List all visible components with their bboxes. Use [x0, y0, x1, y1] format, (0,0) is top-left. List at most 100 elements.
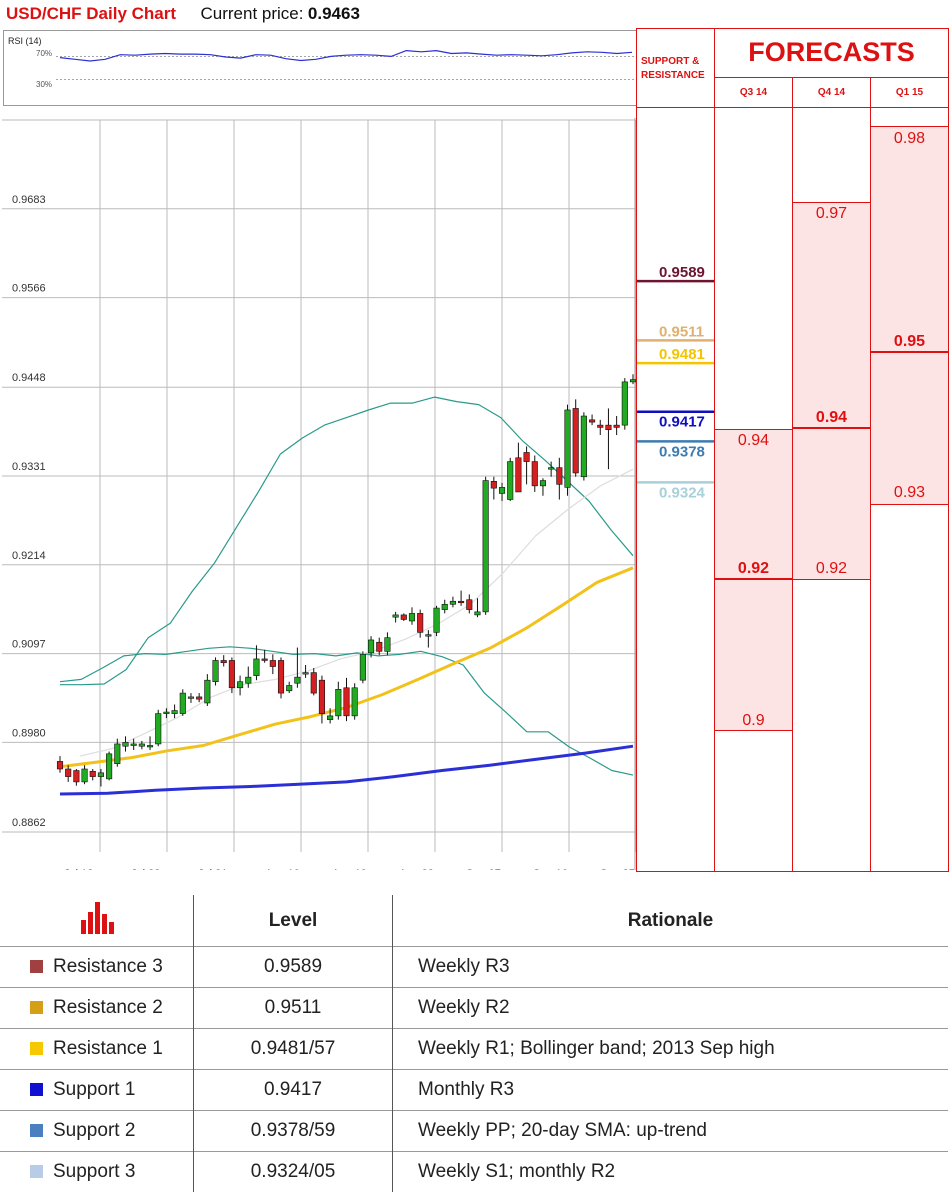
header-level: Level [193, 895, 393, 947]
x-tick-label: Sep 07 [466, 868, 501, 870]
candle-body [564, 409, 571, 488]
candle-body [441, 603, 448, 610]
candle-body [621, 381, 628, 426]
candle-body [548, 467, 555, 470]
candle-body [212, 660, 219, 683]
candle-body [277, 660, 285, 694]
candle-body [146, 745, 154, 748]
rsi-line [59, 49, 633, 62]
x-tick-label: Jul 13 [64, 868, 93, 870]
candle-body [294, 676, 301, 684]
row-rationale: Monthly R3 [392, 1069, 948, 1111]
candle-body [515, 457, 522, 493]
candle-body [196, 696, 203, 700]
swatch-resistance-2 [30, 1001, 43, 1014]
candle-body [138, 743, 145, 747]
sr-value: 0.9378 [659, 443, 705, 460]
candle-body [228, 660, 235, 689]
candle-body [253, 658, 260, 676]
candle-body [580, 415, 587, 478]
row-name: Resistance 3 [53, 956, 163, 977]
forecast-range-q4 [793, 202, 870, 580]
price-label: Current price: [200, 4, 304, 23]
candle-body [179, 692, 186, 714]
candle-body [245, 676, 252, 684]
forecast-q3-top: 0.94 [737, 432, 770, 449]
candle-body [97, 772, 104, 777]
row-level: 0.9378/59 [193, 1110, 393, 1152]
forecast-q4-top: 0.97 [815, 205, 848, 222]
sr-panel: SUPPORT & RESISTANCE 0.9589 0.9511 0.9481 0… [636, 28, 715, 872]
levels-table: Level Rationale Resistance 3 0.9589 Week… [0, 895, 948, 1192]
table-header-row: Level Rationale [0, 895, 948, 947]
forecast-col-q3: Q3 14 [739, 87, 768, 98]
swatch-support-3 [30, 1165, 43, 1178]
candle-body [589, 419, 596, 423]
series-line [79, 468, 634, 757]
sr-value: 0.9481 [659, 346, 705, 363]
swatch-resistance-1 [30, 1042, 43, 1055]
sr-value: 0.9511 [659, 323, 704, 340]
y-tick-label: 0.9448 [12, 372, 46, 384]
row-level: 0.9324/05 [193, 1151, 393, 1192]
forecast-q4-bottom: 0.92 [815, 560, 848, 577]
table-row: Support 2 0.9378/59 Weekly PP; 20-day SM… [0, 1110, 948, 1152]
sr-value: 0.9324 [659, 484, 706, 501]
candle-body [237, 681, 244, 689]
series-line [59, 566, 634, 769]
candle-body [351, 687, 358, 717]
candle-body [556, 467, 563, 485]
x-tick-label: Aug 10 [265, 868, 300, 870]
candle-body [572, 408, 579, 474]
levels-table-wrap: Level Rationale Resistance 3 0.9589 Week… [0, 895, 948, 1192]
candle-body [130, 743, 137, 746]
bar-chart-icon [80, 901, 114, 934]
forecast-range-q3 [715, 429, 792, 731]
rsi-label: RSI (14) [8, 36, 42, 46]
candle-body [122, 742, 129, 747]
candle-body [376, 641, 383, 652]
candle-body [269, 660, 276, 667]
table-row: Resistance 1 0.9481/57 Weekly R1; Bollin… [0, 1028, 948, 1070]
candle-body [220, 660, 227, 664]
candle-body [605, 424, 612, 430]
sr-header: SUPPORT & RESISTANCE [641, 56, 705, 81]
swatch-resistance-3 [30, 960, 43, 973]
candle-body [482, 480, 489, 613]
x-tick-label: Jul 31 [198, 868, 227, 870]
forecast-range-q1 [871, 126, 948, 505]
table-row: Support 1 0.9417 Monthly R3 [0, 1069, 948, 1111]
row-rationale: Weekly R1; Bollinger band; 2013 Sep high [392, 1028, 948, 1070]
candle-body [433, 607, 440, 633]
candle-body [187, 696, 195, 699]
y-tick-label: 0.9566 [12, 283, 46, 295]
candle-body [597, 424, 604, 428]
candle-body [400, 614, 407, 620]
x-tick-label: Aug 19 [332, 868, 367, 870]
row-name: Support 3 [53, 1161, 136, 1182]
candle-body [474, 611, 481, 616]
swatch-support-2 [30, 1124, 43, 1137]
candle-body [490, 481, 497, 489]
candle-body [65, 768, 72, 777]
candle-body [613, 424, 620, 428]
forecast-q3-bottom: 0.9 [742, 712, 765, 729]
candle-body [114, 743, 121, 764]
candle-body [359, 654, 366, 681]
candle-body [171, 710, 178, 714]
row-rationale: Weekly R3 [392, 946, 948, 988]
candle-body [425, 634, 432, 637]
candle-body [539, 480, 547, 487]
price-value: 0.9463 [307, 4, 360, 23]
series-line [59, 646, 634, 776]
candle-body [163, 711, 170, 714]
candle-body [498, 487, 506, 494]
forecast-q1-bottom: 0.93 [893, 484, 926, 501]
forecast-panel: FORECASTS Q3 14 Q4 14 Q1 15 0.94 0.92 0.… [714, 28, 949, 872]
candle-body [629, 379, 636, 383]
candle-body [343, 687, 350, 717]
row-rationale: Weekly S1; monthly R2 [392, 1151, 948, 1192]
candle-body [417, 613, 424, 633]
sr-lines: 0.9589 0.9511 0.9481 0.9417 0.9378 0.9324 [637, 264, 715, 501]
candle-body [204, 679, 211, 704]
